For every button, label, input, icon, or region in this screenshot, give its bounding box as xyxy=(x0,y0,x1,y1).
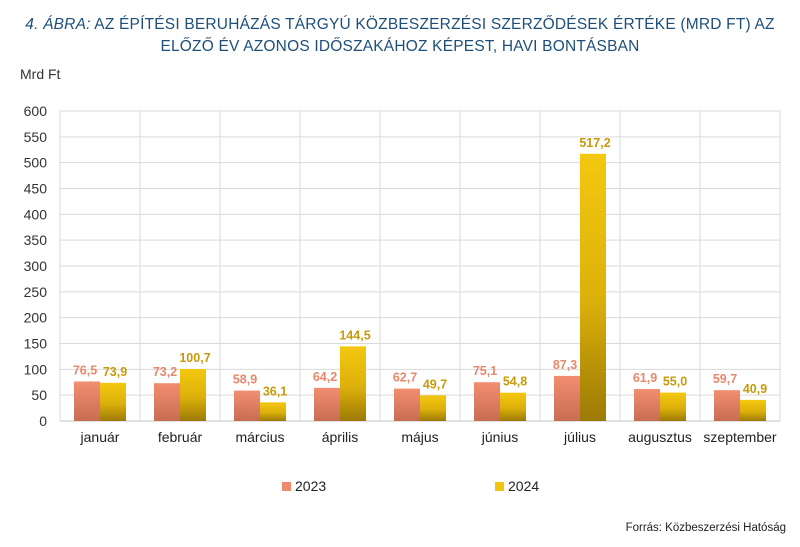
bar-2024-április xyxy=(340,346,366,421)
y-tick-label: 600 xyxy=(24,103,48,119)
x-category-label: február xyxy=(158,429,203,445)
data-label-2024: 100,7 xyxy=(179,351,210,365)
bar-2024-március xyxy=(260,402,286,421)
y-tick-label: 100 xyxy=(24,361,48,377)
x-category-label: március xyxy=(235,429,284,445)
bar-2024-február xyxy=(180,368,206,421)
data-label-2024: 49,7 xyxy=(423,377,447,391)
y-tick-label: 300 xyxy=(24,258,48,274)
chart-title: 4. ÁBRA: AZ ÉPÍTÉSI BERUHÁZÁS TÁRGYÚ KÖZ… xyxy=(0,14,800,58)
x-axis-categories: január február március április május június jú… xyxy=(80,429,777,445)
y-tick-label: 200 xyxy=(24,310,48,326)
bar-2024-május xyxy=(420,395,446,421)
data-label-2023: 76,5 xyxy=(73,363,97,377)
x-category-label: április xyxy=(322,429,359,445)
bars xyxy=(74,153,766,421)
y-tick-label: 0 xyxy=(39,413,47,429)
bar-2023-április xyxy=(314,387,340,421)
y-tick-label: 400 xyxy=(24,206,48,222)
data-label-2024: 55,0 xyxy=(663,375,687,389)
data-label-2024: 54,8 xyxy=(503,375,527,389)
data-label-2024: 40,9 xyxy=(743,382,767,396)
bar-2023-február xyxy=(154,383,180,421)
data-label-2023: 75,1 xyxy=(473,364,497,378)
x-category-label: szeptember xyxy=(703,429,776,445)
legend-label-2024: 2024 xyxy=(508,478,540,494)
data-label-2023: 59,7 xyxy=(713,372,737,386)
legend-swatch-2023 xyxy=(282,481,291,491)
bar-2023-szeptember xyxy=(714,390,740,421)
bar-2023-január xyxy=(74,381,100,421)
y-tick-label: 150 xyxy=(24,336,48,352)
x-category-label: augusztus xyxy=(628,429,692,445)
data-label-2024: 73,9 xyxy=(103,365,127,379)
data-label-2023: 58,9 xyxy=(233,373,257,387)
bar-2024-június xyxy=(500,392,526,421)
y-axis-label: Mrd Ft xyxy=(20,66,61,82)
chart-title-text: AZ ÉPÍTÉSI BERUHÁZÁS TÁRGYÚ KÖZBESZERZÉS… xyxy=(90,16,775,55)
grid xyxy=(59,110,781,422)
data-label-2023: 61,9 xyxy=(633,371,657,385)
data-label-2024: 36,1 xyxy=(263,384,287,398)
legend-item-2023: 2023 xyxy=(282,478,326,494)
y-tick-label: 500 xyxy=(24,155,48,171)
data-label-2023: 87,3 xyxy=(553,358,577,372)
source-note: Forrás: Közbeszerzési Hatóság xyxy=(625,522,786,534)
bar-2024-január xyxy=(100,382,126,421)
legend-swatch-2024 xyxy=(495,481,504,491)
data-label-2024: 144,5 xyxy=(339,328,370,342)
bar-2023-június xyxy=(474,382,500,421)
bar-2024-szeptember xyxy=(740,399,766,421)
legend-label-2023: 2023 xyxy=(295,478,327,494)
x-category-label: június xyxy=(481,429,519,445)
y-tick-label: 50 xyxy=(31,387,47,403)
data-label-2023: 64,2 xyxy=(313,370,337,384)
bar-2023-március xyxy=(234,390,260,421)
data-label-2023: 73,2 xyxy=(153,365,177,379)
legend-item-2024: 2024 xyxy=(495,478,539,494)
data-label-2023: 62,7 xyxy=(393,371,417,385)
bar-2023-május xyxy=(394,388,420,421)
x-category-label: július xyxy=(563,429,596,445)
y-axis-ticks: 0 50 100 150 200 250 300 350 400 450 500 550 600 xyxy=(24,103,48,429)
bar-2023-augusztus xyxy=(634,389,660,421)
y-tick-label: 550 xyxy=(24,129,48,145)
bar-2023-július xyxy=(554,375,580,421)
x-category-label: május xyxy=(401,429,438,445)
chart-title-prefix: 4. ÁBRA: xyxy=(25,16,91,33)
data-label-2024: 517,2 xyxy=(579,136,610,150)
bar-2024-július xyxy=(580,153,606,421)
y-tick-label: 350 xyxy=(24,232,48,248)
bar-2024-augusztus xyxy=(660,392,686,421)
x-category-label: január xyxy=(80,429,120,445)
y-tick-label: 450 xyxy=(24,181,48,197)
y-tick-label: 250 xyxy=(24,284,48,300)
